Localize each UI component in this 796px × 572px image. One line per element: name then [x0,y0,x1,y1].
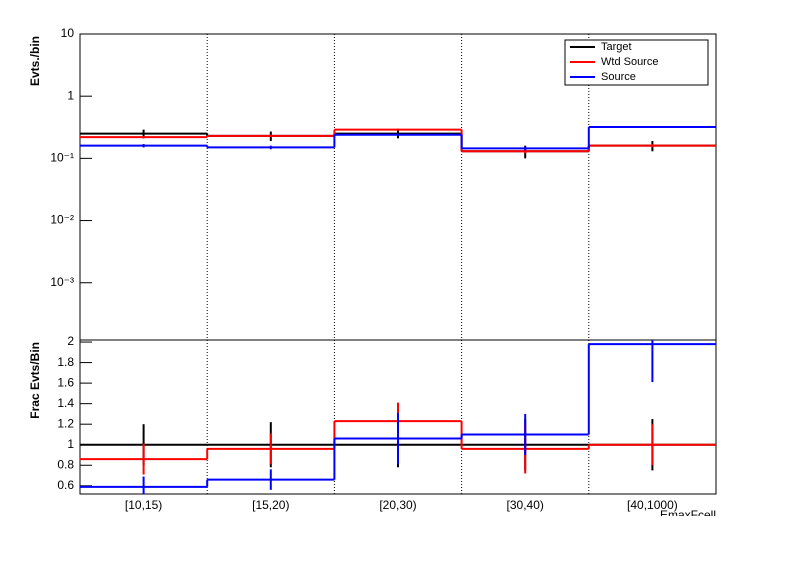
x-tick-label: [40,1000) [627,498,678,512]
x-tick-label: [20,30) [379,498,416,512]
legend-label: Target [601,41,632,53]
plot-frame [79,339,717,495]
x-tick-label: [30,40) [507,498,544,512]
x-tick-label: [10,15) [125,498,162,512]
y-tick-label: 1.4 [57,396,74,410]
y-tick-label: 0.6 [57,478,74,492]
y-tick-label: 10 [61,26,75,40]
x-axis-label: EmaxFcell [660,508,716,522]
y-tick-label: 1 [67,88,74,102]
legend-label: Wtd Source [601,56,658,68]
y-tick-label: 1.8 [57,355,74,369]
y-tick-label: 10⁻² [50,213,74,227]
y-tick-label: 10⁻¹ [50,151,74,165]
legend-label: Source [601,71,636,83]
y-tick-label: 1.6 [57,375,74,389]
y-tick-label: 2 [67,334,74,348]
y-tick-label: 0.8 [57,457,74,471]
y-tick-label: 10⁻³ [50,275,74,289]
y-tick-label: 1 [67,437,74,451]
y-axis-label: Frac Evts/Bin [28,342,42,419]
y-tick-label: 1.2 [57,416,74,430]
y-axis-label: Evts./bin [28,36,42,86]
x-tick-label: [15,20) [252,498,289,512]
